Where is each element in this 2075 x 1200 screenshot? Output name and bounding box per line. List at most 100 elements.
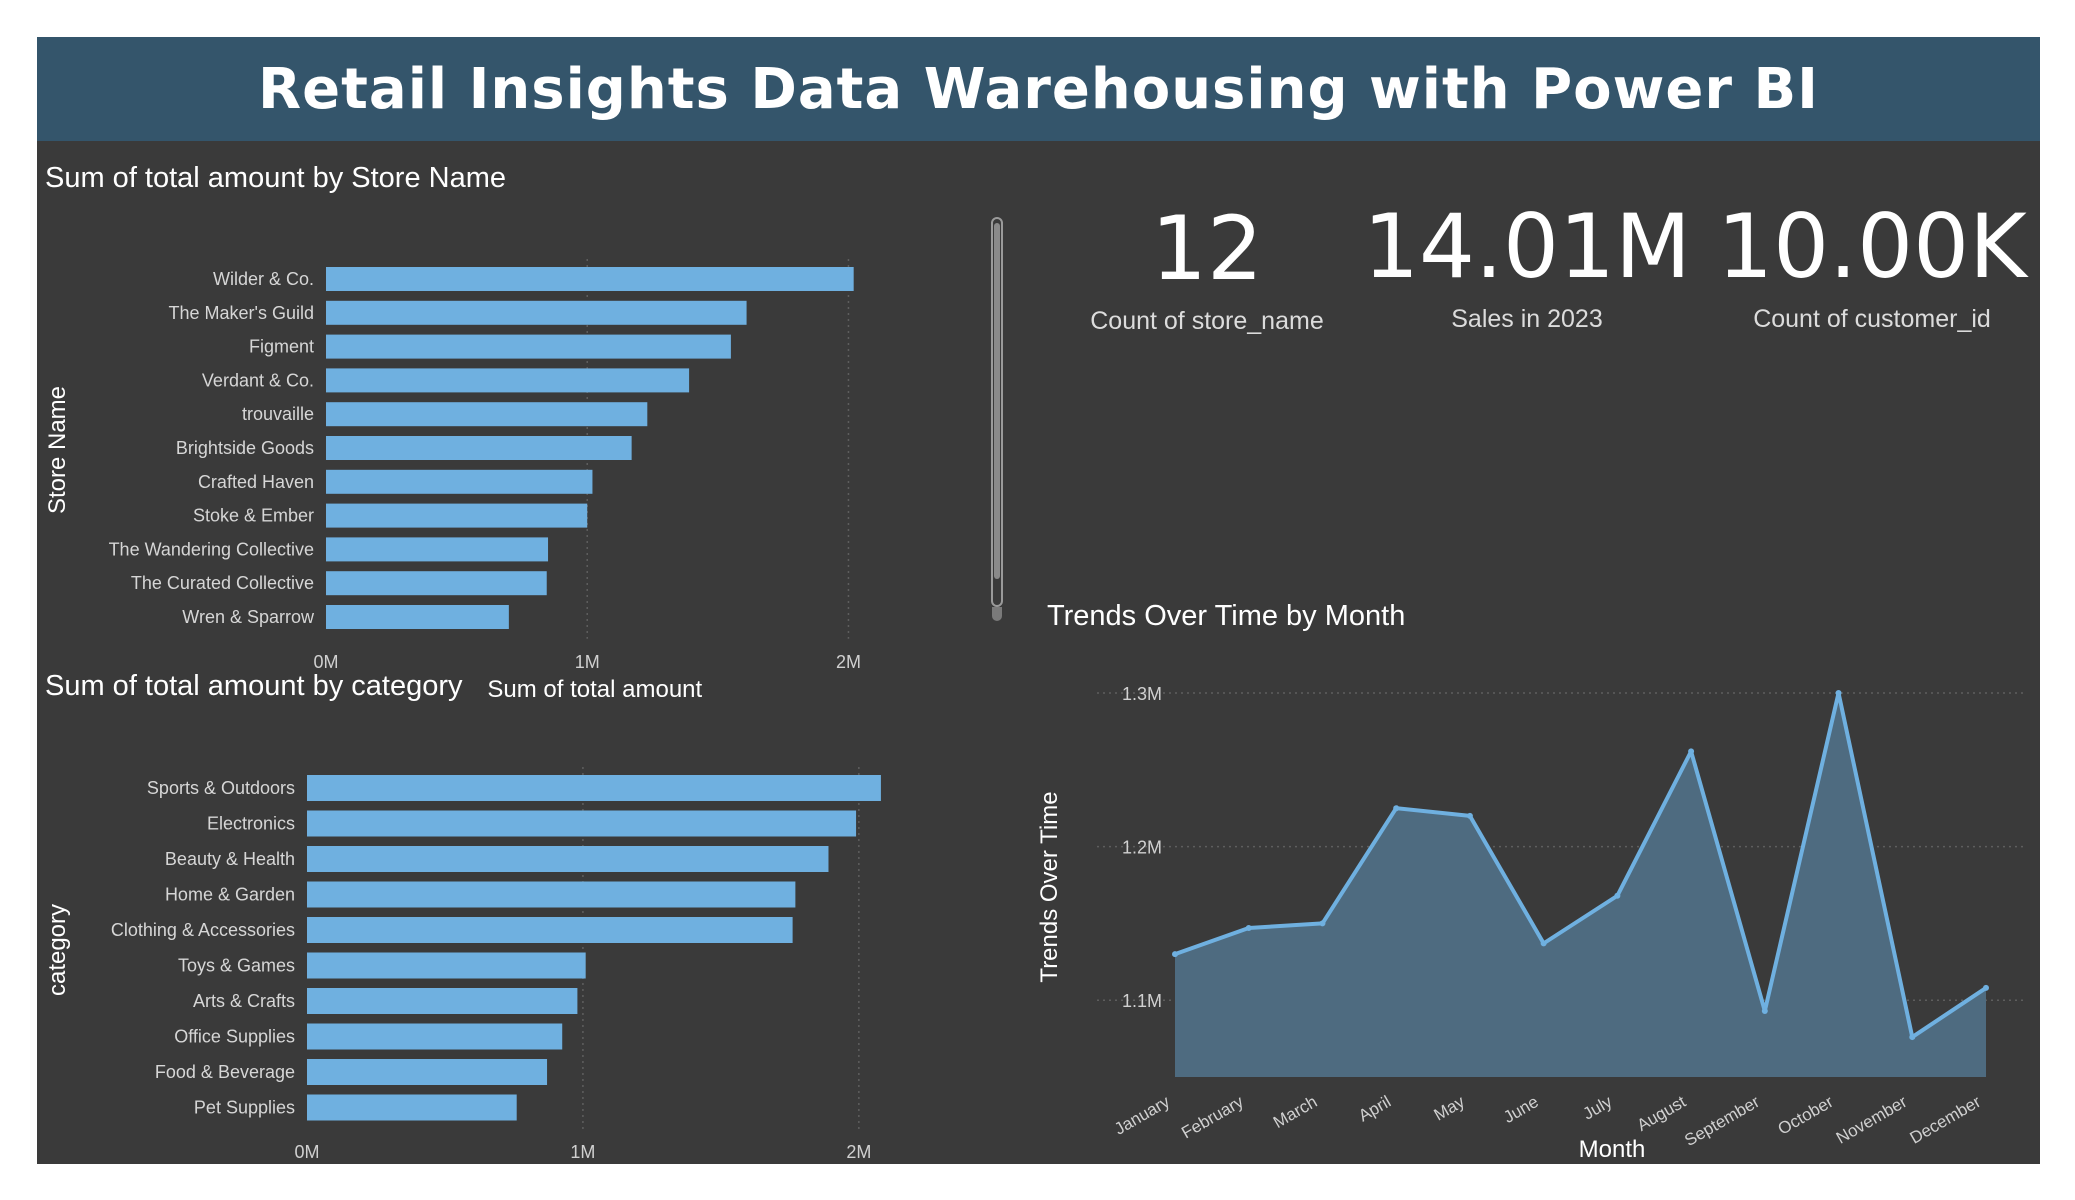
store-chart-category-label: The Wandering Collective <box>109 539 314 559</box>
trend-chart-xtick-label: December <box>1907 1092 1985 1148</box>
store-chart-category-label: The Maker's Guild <box>169 303 315 323</box>
trend-chart-xtick-label: October <box>1775 1092 1837 1139</box>
store-chart-bar[interactable] <box>326 368 690 393</box>
trend-chart-y-axis-title: Trends Over Time <box>1036 791 1063 982</box>
trend-chart-xtick-label: June <box>1500 1092 1541 1127</box>
trend-chart-xtick-label: January <box>1111 1092 1173 1139</box>
kpi-sales-2023-label: Sales in 2023 <box>1451 305 1603 333</box>
trend-chart-point[interactable] <box>1466 812 1473 819</box>
trend-chart-area <box>1175 693 1986 1077</box>
store-chart-bar[interactable] <box>326 267 854 291</box>
category-chart-bar[interactable] <box>307 1059 548 1085</box>
category-chart-category-label: Office Supplies <box>174 1027 295 1047</box>
kpi-customer-count-label: Count of customer_id <box>1753 305 1991 333</box>
category-chart-category-label: Home & Garden <box>165 885 295 905</box>
store-chart-scrollbar[interactable] <box>991 217 1003 607</box>
category-chart-bar[interactable] <box>307 881 796 908</box>
kpi-customer-count-value: 10.00K <box>1717 195 2027 298</box>
category-chart-category-label: Food & Beverage <box>155 1062 295 1082</box>
store-chart-xtick-label: 1M <box>575 652 600 672</box>
store-chart-bar[interactable] <box>326 571 547 596</box>
store-chart-category-label: Crafted Haven <box>198 472 314 492</box>
store-chart: 0M 1M 2M Wilder & Co. The Maker's Guild Figme… <box>44 259 861 703</box>
trend-chart-point[interactable] <box>1319 920 1326 927</box>
category-chart: 0M 1M 2M Sports & Outdoors Electronics Beauty… <box>44 767 881 1162</box>
trend-chart-title: Trends Over Time by Month <box>1047 600 1406 632</box>
store-chart-bar[interactable] <box>326 402 648 427</box>
header-banner: Retail Insights Data Warehousing with Po… <box>37 37 2040 141</box>
category-chart-category-label: Electronics <box>207 814 295 834</box>
category-chart-bar[interactable] <box>307 988 578 1014</box>
store-chart-bar[interactable] <box>326 334 731 359</box>
category-chart-category-label: Toys & Games <box>178 956 295 976</box>
store-chart-bar[interactable] <box>326 436 632 460</box>
trend-chart-point[interactable] <box>1909 1034 1916 1041</box>
category-chart-bar[interactable] <box>307 917 793 943</box>
category-chart-bar[interactable] <box>307 952 586 979</box>
trend-chart-ytick-label: 1.2M <box>1122 838 1162 858</box>
trend-chart-point[interactable] <box>1540 940 1547 947</box>
store-chart-bar[interactable] <box>326 469 593 494</box>
category-chart-bar[interactable] <box>307 1094 517 1121</box>
store-chart-y-axis-title: Store Name <box>44 386 71 514</box>
store-chart-x-axis-title: Sum of total amount <box>487 676 702 703</box>
category-chart-bar[interactable] <box>307 846 829 872</box>
trend-chart-xtick-label: May <box>1431 1092 1469 1125</box>
category-chart-category-label: Clothing & Accessories <box>111 920 295 940</box>
category-chart-bar[interactable] <box>307 810 857 837</box>
store-chart-bar[interactable] <box>326 605 509 629</box>
category-chart-category-label: Sports & Outdoors <box>147 778 295 798</box>
kpi-customer-count: 10.00K Count of customer_id <box>1702 203 2042 334</box>
kpi-store-count: 12 Count of store_name <box>1037 205 1377 336</box>
category-chart-title: Sum of total amount by category <box>45 670 463 702</box>
category-chart-bar[interactable] <box>307 1023 563 1050</box>
trend-chart-xtick-label: July <box>1580 1092 1616 1124</box>
kpi-store-count-value: 12 <box>1151 197 1263 300</box>
store-chart-category-label: Figment <box>249 337 314 357</box>
trend-chart-point[interactable] <box>1688 748 1695 755</box>
scrollbar-thumb[interactable] <box>994 223 1000 579</box>
category-chart-category-label: Pet Supplies <box>194 1098 295 1118</box>
trend-chart-xtick-label: April <box>1355 1092 1394 1125</box>
trend-chart-point[interactable] <box>1614 892 1621 899</box>
category-chart-xtick-label: 2M <box>846 1142 871 1162</box>
store-chart-category-label: The Curated Collective <box>131 573 314 593</box>
trend-chart-point[interactable] <box>1983 984 1989 991</box>
category-chart-y-axis-title: category <box>44 904 71 996</box>
trend-chart-xtick-label: August <box>1634 1092 1690 1135</box>
trend-chart-line[interactable] <box>1174 691 1988 1040</box>
store-chart-category-label: Stoke & Ember <box>193 506 314 526</box>
store-chart-category-label: Brightside Goods <box>176 438 314 458</box>
store-chart-bar[interactable] <box>326 503 588 528</box>
trend-chart-xtick-label: November <box>1833 1092 1911 1148</box>
trend-chart: 1.1M 1.2M 1.3M January February March April May… <box>1036 684 2027 1163</box>
kpi-store-count-label: Count of store_name <box>1090 307 1324 335</box>
trend-chart-xtick-label: September <box>1681 1092 1763 1150</box>
category-chart-bar[interactable] <box>307 775 881 801</box>
kpi-sales-2023-value: 14.01M <box>1363 195 1691 298</box>
category-chart-xtick-label: 1M <box>570 1142 595 1162</box>
trend-chart-ytick-label: 1.1M <box>1122 991 1162 1011</box>
trend-chart-point[interactable] <box>1761 1007 1768 1014</box>
page-title: Retail Insights Data Warehousing with Po… <box>258 56 1819 122</box>
scrollbar-end[interactable] <box>992 607 1002 621</box>
store-chart-bar[interactable] <box>326 300 747 325</box>
trend-chart-point[interactable] <box>1245 925 1252 932</box>
kpi-sales-2023: 14.01M Sales in 2023 <box>1357 203 1697 334</box>
category-chart-category-label: Beauty & Health <box>165 849 295 869</box>
store-chart-category-label: Verdant & Co. <box>202 370 314 390</box>
category-chart-category-label: Arts & Crafts <box>193 991 295 1011</box>
store-chart-title: Sum of total amount by Store Name <box>45 162 506 194</box>
store-chart-category-label: Wren & Sparrow <box>182 607 315 627</box>
store-chart-bar[interactable] <box>326 537 549 562</box>
trend-chart-ytick-label: 1.3M <box>1122 684 1162 704</box>
store-chart-category-label: trouvaille <box>242 404 314 424</box>
store-chart-xtick-label: 2M <box>836 652 861 672</box>
trend-chart-point[interactable] <box>1393 805 1400 812</box>
trend-chart-point[interactable] <box>1172 951 1178 958</box>
dashboard: Retail Insights Data Warehousing with Po… <box>37 37 2040 1164</box>
store-chart-xtick-label: 0M <box>313 652 338 672</box>
category-chart-xtick-label: 0M <box>294 1142 319 1162</box>
trend-chart-xtick-label: March <box>1270 1092 1320 1132</box>
trend-chart-point[interactable] <box>1835 690 1842 696</box>
